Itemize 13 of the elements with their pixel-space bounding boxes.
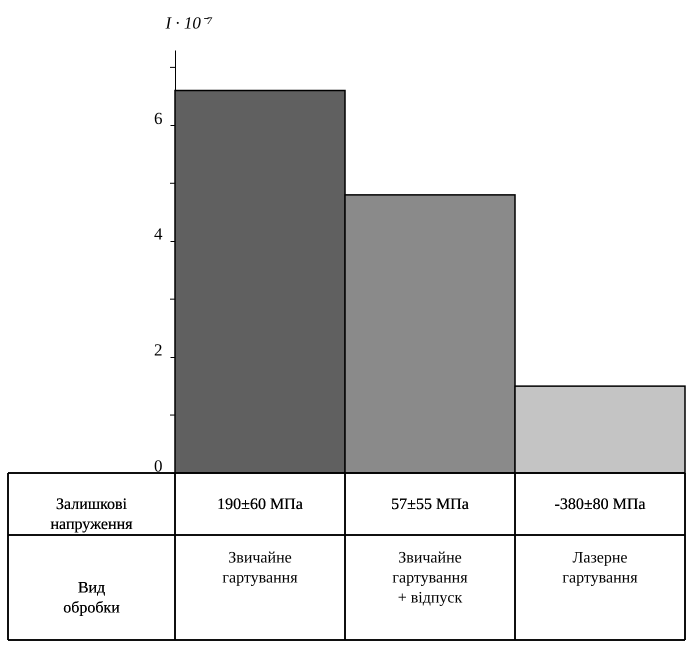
y-tick-label: 0 — [154, 456, 162, 476]
y-tick-label: 6 — [154, 108, 162, 128]
x-axis-title: Вид обробки — [63, 580, 120, 616]
y-tick-label: 2 — [154, 340, 162, 360]
y-axis-title: I · 10⁻⁷ — [164, 14, 213, 32]
text: -380±80 МПа — [554, 496, 646, 513]
text: 57±55 МПа — [391, 496, 469, 513]
y-tick-label: 4 — [154, 224, 163, 244]
x-tick-label: Звичайне гартування — [222, 550, 298, 586]
x-tick-label: Лазерне гартування — [562, 550, 638, 586]
text: 190±60 МПа — [217, 496, 303, 513]
x-tick-label: Звичайне гартування + відпуск — [392, 550, 468, 606]
text: Залишкові напруження — [50, 496, 134, 533]
